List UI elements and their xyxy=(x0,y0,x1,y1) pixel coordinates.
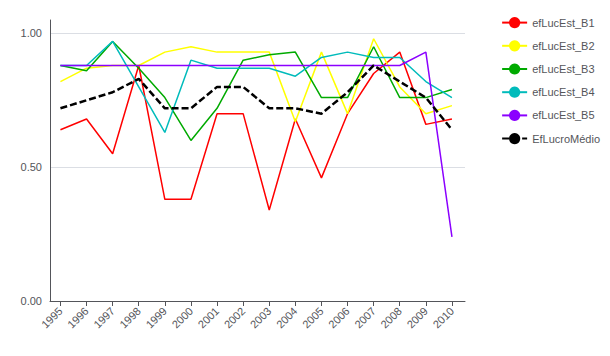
svg-text:efLucEst_B4: efLucEst_B4 xyxy=(532,86,594,98)
svg-text:1999: 1999 xyxy=(143,305,169,331)
svg-text:2003: 2003 xyxy=(248,305,274,331)
svg-text:2001: 2001 xyxy=(196,305,222,331)
svg-text:1998: 1998 xyxy=(117,305,143,331)
svg-text:1995: 1995 xyxy=(39,305,65,331)
svg-text:2002: 2002 xyxy=(222,305,248,331)
svg-text:2007: 2007 xyxy=(352,305,378,331)
svg-text:2004: 2004 xyxy=(274,305,300,331)
svg-text:0.00: 0.00 xyxy=(21,295,42,307)
svg-text:2006: 2006 xyxy=(326,305,352,331)
svg-text:1996: 1996 xyxy=(65,305,91,331)
svg-text:2005: 2005 xyxy=(300,305,326,331)
svg-text:efLucEst_B2: efLucEst_B2 xyxy=(532,40,594,52)
svg-text:1.00: 1.00 xyxy=(21,27,42,39)
svg-text:2008: 2008 xyxy=(378,305,404,331)
svg-text:EfLucroMédio: EfLucroMédio xyxy=(532,133,600,145)
svg-text:efLucEst_B3: efLucEst_B3 xyxy=(532,63,594,75)
svg-text:2010: 2010 xyxy=(430,305,456,331)
svg-text:1997: 1997 xyxy=(91,305,117,331)
svg-text:0.50: 0.50 xyxy=(21,161,42,173)
svg-text:2009: 2009 xyxy=(404,305,430,331)
svg-text:efLucEst_B1: efLucEst_B1 xyxy=(532,17,594,29)
svg-text:efLucEst_B5: efLucEst_B5 xyxy=(532,109,594,121)
svg-text:2000: 2000 xyxy=(169,305,195,331)
